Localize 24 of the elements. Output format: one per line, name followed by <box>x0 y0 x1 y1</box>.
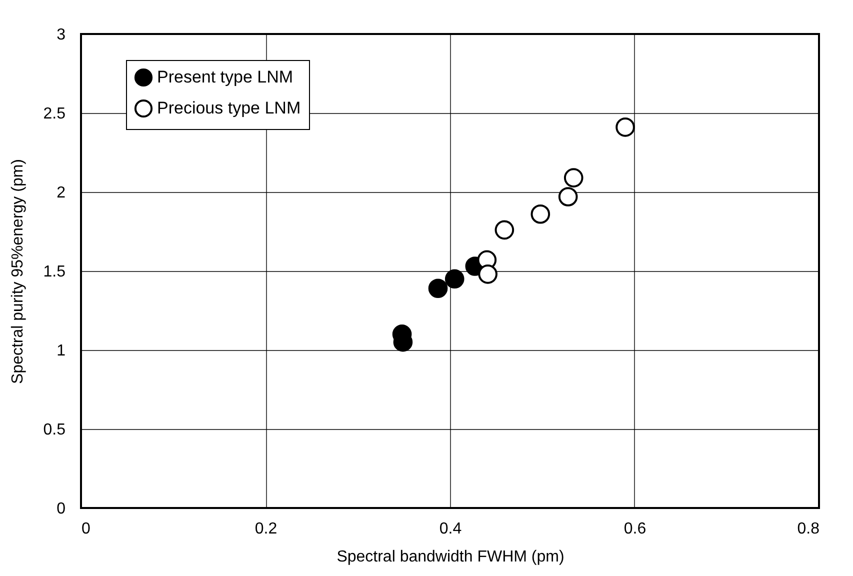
y-tick-label: 2.5 <box>43 106 66 122</box>
x-tick-label: 0.2 <box>254 520 278 538</box>
x-axis-title: Spectral bandwidth FWHM (pm) <box>336 548 564 566</box>
y-tick-label: 3 <box>56 26 66 44</box>
legend-label: Precious type LNM <box>157 98 301 118</box>
point <box>616 118 635 137</box>
y-tick-label: 1.5 <box>43 264 66 280</box>
point <box>428 278 448 298</box>
y-tick-label: 0 <box>56 500 66 518</box>
y-axis-title: Spectral purity 95%energy (pm) <box>9 159 26 384</box>
x-tick-label: 0 <box>82 520 90 538</box>
y-tick-label: 1 <box>56 342 66 360</box>
x-tick-label: 0.8 <box>797 520 820 538</box>
x-tick-label: 0.6 <box>624 520 646 538</box>
point <box>530 204 550 224</box>
point <box>564 168 584 188</box>
y-tick-label: 0.5 <box>43 422 66 438</box>
legend-label: Present type LNM <box>157 68 294 86</box>
x-tick-label: 0.4 <box>439 520 462 538</box>
point <box>494 220 514 240</box>
point <box>478 264 498 284</box>
y-tick-label: 2 <box>56 184 66 202</box>
point <box>558 187 578 206</box>
point <box>444 269 464 289</box>
